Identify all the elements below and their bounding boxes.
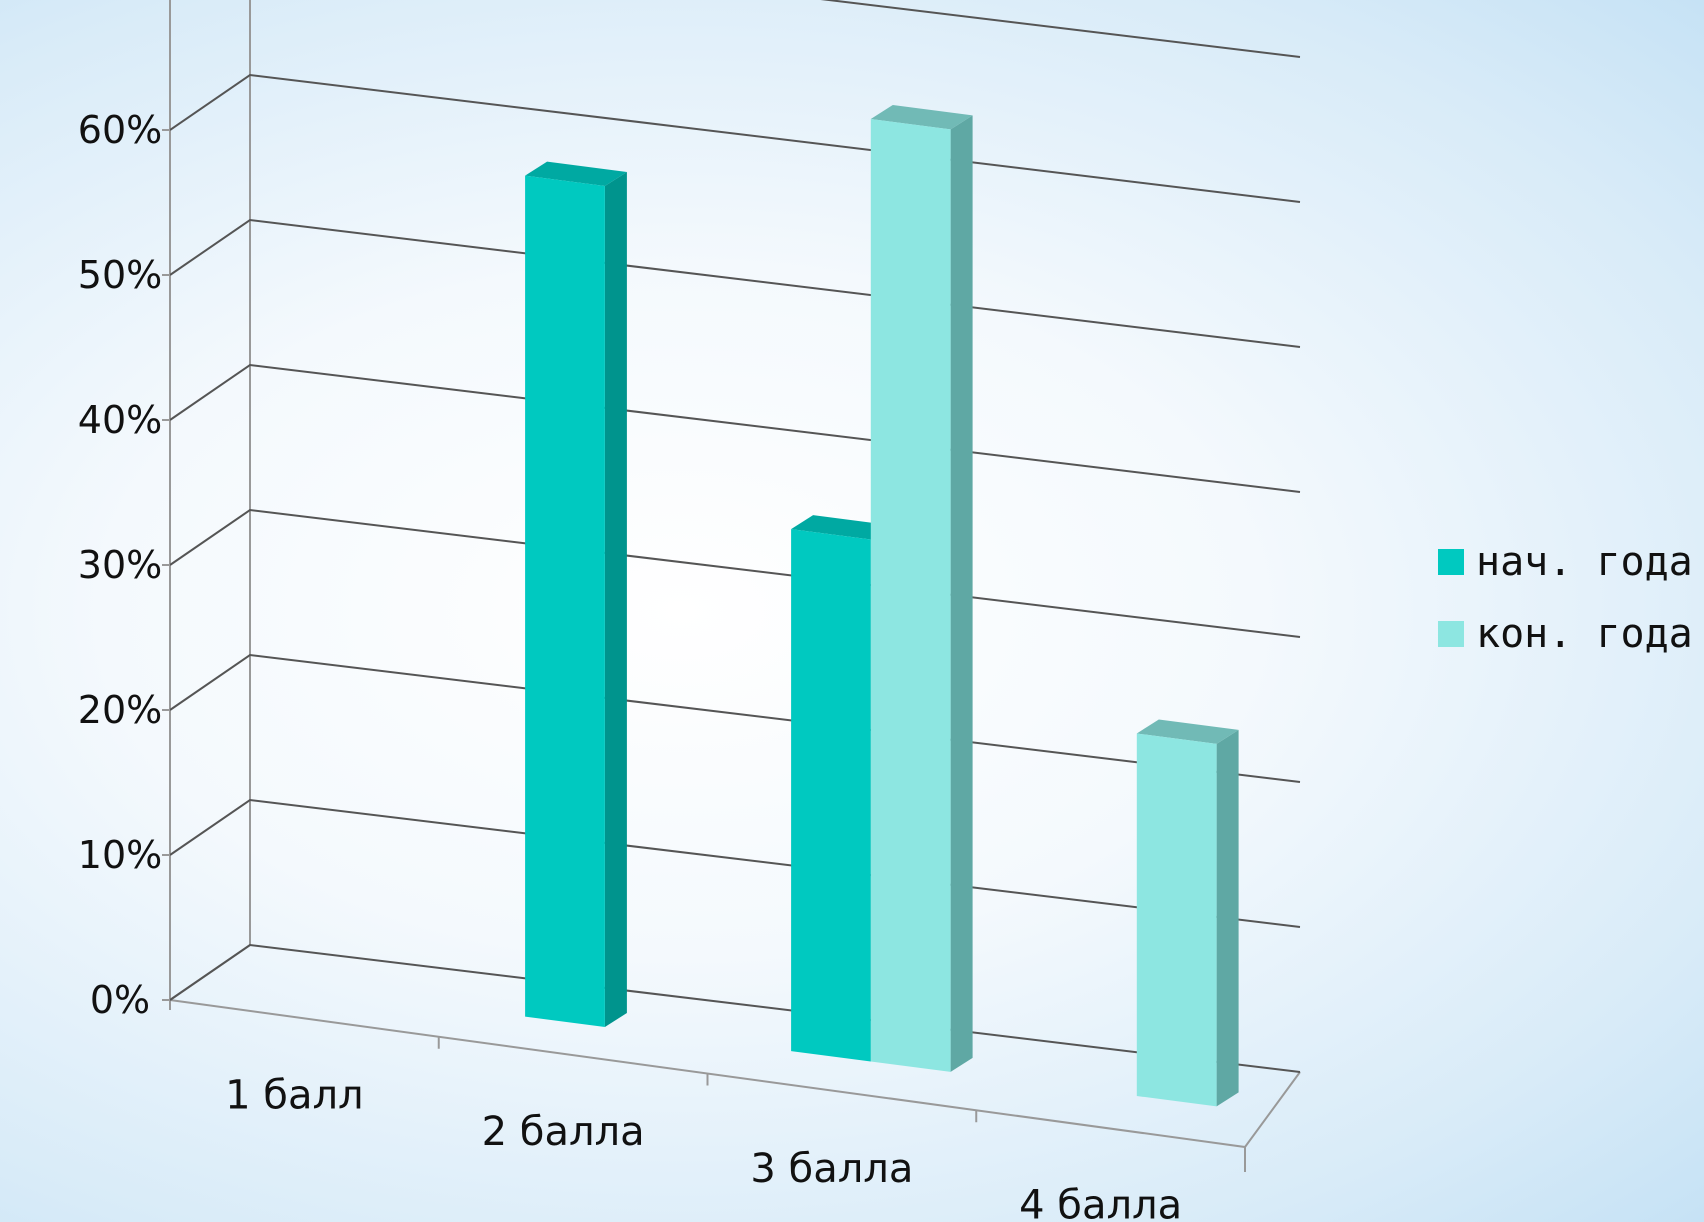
y-tick-label: 40%: [78, 398, 162, 442]
bar-start-year-2: [525, 161, 627, 1028]
y-tick-label: 30%: [78, 543, 162, 587]
gridline: [169, 798, 1301, 928]
gridline: [169, 363, 1301, 493]
bar-side: [1216, 729, 1239, 1107]
bar-side: [604, 172, 627, 1027]
gridline: [169, 943, 1301, 1073]
gridline: [820, 0, 1301, 58]
y-tick-label: 70%: [78, 0, 162, 7]
x-category-label: 4 балла: [1019, 1183, 1182, 1222]
gridline: [169, 508, 1301, 638]
legend-swatch: [1438, 621, 1464, 647]
chart-bars: [525, 105, 1239, 1107]
bar-top: [791, 515, 893, 540]
bar-top: [1136, 719, 1239, 744]
bar-end-year-4: [1136, 719, 1239, 1107]
gridline: [169, 218, 1301, 348]
bar-front: [791, 529, 871, 1062]
bar-top: [525, 161, 627, 186]
chart-walls: [169, 0, 1301, 1172]
chart-gridlines: [169, 0, 1301, 1073]
legend-swatch: [1438, 549, 1464, 575]
x-category-label: 2 балла: [482, 1109, 645, 1155]
y-tick-label: 20%: [78, 688, 162, 732]
legend-label: кон. года: [1476, 611, 1693, 657]
bar-front: [525, 175, 605, 1028]
bar-top: [870, 105, 973, 130]
bar-front: [870, 119, 951, 1072]
legend-label: нач. года: [1476, 539, 1693, 585]
x-axis-categories: 1 балл 2 балла 3 балла 4 балла: [225, 1036, 1182, 1222]
y-axis-ticks: 0% 10% 20% 30% 40% 50% 60% 70%: [78, 0, 170, 1022]
bar-side: [950, 115, 973, 1072]
y-tick-label: 0%: [90, 978, 150, 1022]
bar-front: [1136, 733, 1217, 1107]
bar-end-year-3: [870, 105, 973, 1072]
y-tick-label: 60%: [78, 108, 162, 152]
legend: нач. года кон. года: [1438, 539, 1693, 657]
y-tick-label: 50%: [78, 253, 162, 297]
x-category-label: 3 балла: [750, 1146, 913, 1192]
x-category-label: 1 балл: [225, 1072, 363, 1118]
gridline: [169, 653, 1301, 783]
y-tick-label: 10%: [78, 833, 162, 877]
gridline: [169, 73, 1301, 203]
